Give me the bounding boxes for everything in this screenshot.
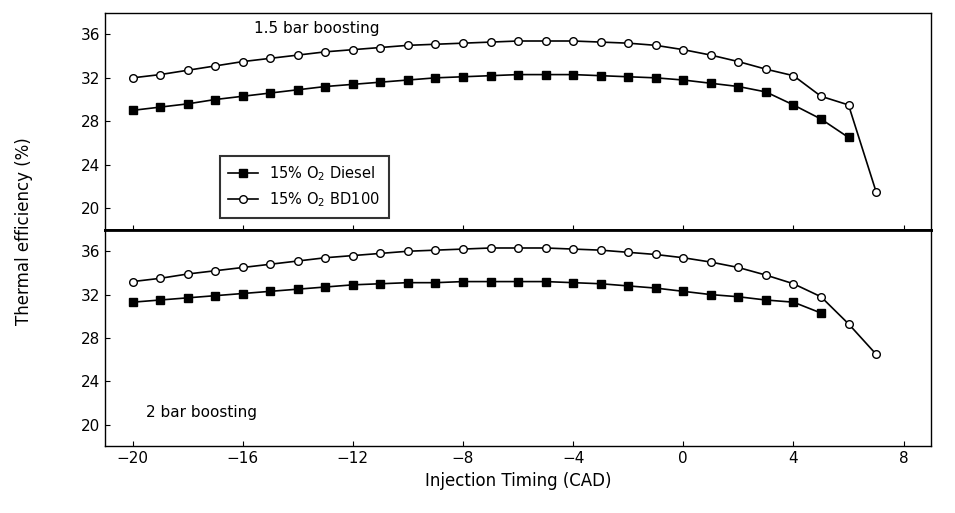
- 15% O$_2$ Diesel: [402, 77, 414, 83]
- 15% O$_2$ BD100: [265, 55, 276, 62]
- 15% O$_2$ BD100: [320, 49, 331, 55]
- 15% O$_2$ BD100: [512, 38, 523, 44]
- 15% O$_2$ BD100: [374, 45, 386, 51]
- 15% O$_2$ BD100: [788, 73, 799, 79]
- 15% O$_2$ Diesel: [209, 96, 221, 103]
- 15% O$_2$ BD100: [677, 47, 689, 53]
- 15% O$_2$ Diesel: [292, 87, 304, 93]
- 15% O$_2$ Diesel: [540, 71, 551, 77]
- Text: 1.5 bar boosting: 1.5 bar boosting: [254, 22, 379, 36]
- 15% O$_2$ Diesel: [347, 81, 358, 87]
- 15% O$_2$ Diesel: [816, 116, 827, 122]
- 15% O$_2$ Diesel: [595, 73, 606, 79]
- 15% O$_2$ Diesel: [457, 74, 469, 80]
- 15% O$_2$ BD100: [650, 42, 662, 48]
- 15% O$_2$ Diesel: [567, 71, 579, 77]
- 15% O$_2$ BD100: [209, 63, 221, 69]
- 15% O$_2$ Diesel: [650, 75, 662, 81]
- 15% O$_2$ BD100: [540, 38, 551, 44]
- 15% O$_2$ BD100: [595, 39, 606, 45]
- 15% O$_2$ BD100: [760, 66, 772, 72]
- 15% O$_2$ Diesel: [320, 84, 331, 90]
- 15% O$_2$ Diesel: [155, 104, 166, 110]
- 15% O$_2$ Diesel: [237, 93, 248, 100]
- 15% O$_2$ BD100: [705, 52, 716, 58]
- 15% O$_2$ Diesel: [705, 80, 716, 86]
- 15% O$_2$ BD100: [347, 47, 358, 53]
- 15% O$_2$ BD100: [623, 40, 634, 46]
- 15% O$_2$ BD100: [567, 38, 579, 44]
- Text: Thermal efficiency (%): Thermal efficiency (%): [15, 137, 32, 325]
- 15% O$_2$ BD100: [870, 189, 881, 195]
- 15% O$_2$ BD100: [816, 93, 827, 100]
- 15% O$_2$ Diesel: [127, 107, 138, 113]
- 15% O$_2$ BD100: [181, 67, 193, 73]
- X-axis label: Injection Timing (CAD): Injection Timing (CAD): [425, 472, 611, 490]
- 15% O$_2$ BD100: [127, 75, 138, 81]
- 15% O$_2$ Diesel: [788, 102, 799, 108]
- Line: 15% O$_2$ BD100: 15% O$_2$ BD100: [129, 37, 880, 195]
- Legend: 15% O$_2$ Diesel, 15% O$_2$ BD100: 15% O$_2$ Diesel, 15% O$_2$ BD100: [220, 156, 389, 218]
- 15% O$_2$ BD100: [485, 39, 497, 45]
- 15% O$_2$ BD100: [732, 58, 744, 65]
- 15% O$_2$ Diesel: [732, 84, 744, 90]
- 15% O$_2$ Diesel: [374, 79, 386, 85]
- 15% O$_2$ Diesel: [677, 77, 689, 83]
- 15% O$_2$ Diesel: [485, 73, 497, 79]
- Text: 2 bar boosting: 2 bar boosting: [146, 405, 257, 420]
- 15% O$_2$ BD100: [237, 58, 248, 65]
- 15% O$_2$ BD100: [430, 41, 441, 47]
- 15% O$_2$ Diesel: [430, 75, 441, 81]
- 15% O$_2$ BD100: [292, 52, 304, 58]
- 15% O$_2$ BD100: [842, 102, 854, 108]
- 15% O$_2$ BD100: [457, 40, 469, 46]
- 15% O$_2$ Diesel: [512, 71, 523, 77]
- 15% O$_2$ BD100: [155, 71, 166, 77]
- 15% O$_2$ BD100: [402, 42, 414, 48]
- 15% O$_2$ Diesel: [181, 101, 193, 107]
- 15% O$_2$ Diesel: [760, 89, 772, 95]
- 15% O$_2$ Diesel: [623, 74, 634, 80]
- Line: 15% O$_2$ Diesel: 15% O$_2$ Diesel: [129, 71, 852, 141]
- 15% O$_2$ Diesel: [265, 90, 276, 96]
- 15% O$_2$ Diesel: [842, 134, 854, 141]
